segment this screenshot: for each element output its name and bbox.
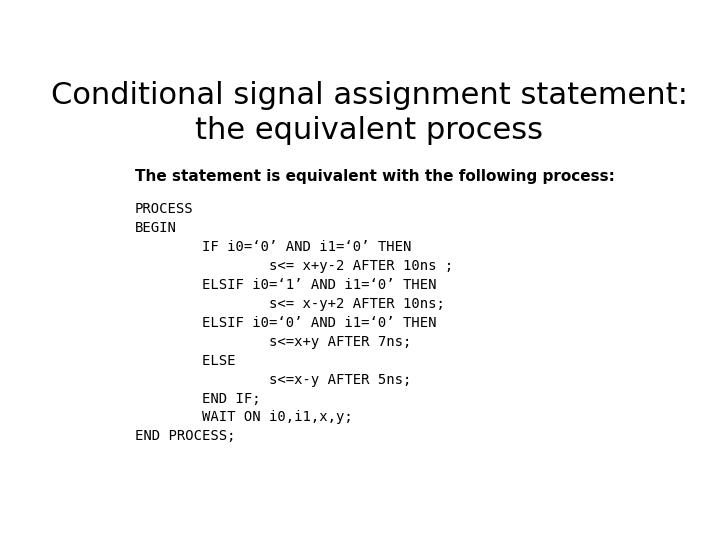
Text: PROCESS
BEGIN
        IF i0=‘0’ AND i1=‘0’ THEN
                s<= x+y-2 AFTER : PROCESS BEGIN IF i0=‘0’ AND i1=‘0’ THEN … <box>135 202 453 443</box>
Text: The statement is equivalent with the following process:: The statement is equivalent with the fol… <box>135 168 614 184</box>
Text: Conditional signal assignment statement:
the equivalent process: Conditional signal assignment statement:… <box>50 82 688 145</box>
